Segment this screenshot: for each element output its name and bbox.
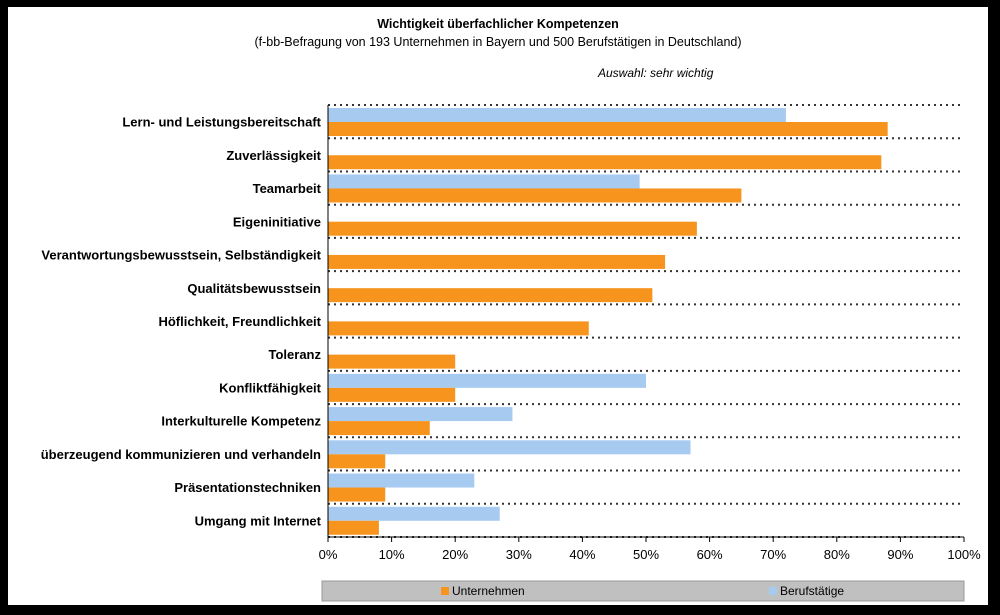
category-label: Qualitätsbewusstsein xyxy=(187,281,321,296)
bar-berufstaetige xyxy=(328,108,786,122)
legend-label-unternehmen: Unternehmen xyxy=(452,584,525,598)
x-tick-label: 100% xyxy=(947,547,981,562)
bar-unternehmen xyxy=(328,487,386,502)
bar-unternehmen xyxy=(328,454,386,469)
x-tick-label: 30% xyxy=(506,547,532,562)
legend-box xyxy=(321,580,965,602)
category-label: Verantwortungsbewusstsein, Selbständigke… xyxy=(41,248,321,263)
bar-berufstaetige xyxy=(328,407,513,422)
category-label: Konfliktfähigkeit xyxy=(219,380,322,395)
chart-frame: Wichtigkeit überfachlicher Kompetenzen (… xyxy=(8,7,988,605)
bar-unternehmen xyxy=(328,254,666,269)
bar-berufstaetige xyxy=(328,473,475,488)
x-tick-label: 80% xyxy=(824,547,850,562)
bar-chart: Lern- und Leistungsbereitschaft Zuverläss… xyxy=(41,104,981,602)
category-label: überzeugend kommunizieren und verhandeln xyxy=(41,447,321,462)
category-label: Eigeninitiative xyxy=(233,214,321,229)
chart-subtitle: (f-bb-Befragung von 193 Unternehmen in B… xyxy=(254,35,742,49)
category-label: Lern- und Leistungsbereitschaft xyxy=(122,115,321,130)
bar-berufstaetige xyxy=(328,174,640,189)
category-label: Toleranz xyxy=(269,347,322,362)
bar-unternehmen xyxy=(328,354,456,369)
x-tick-label: 60% xyxy=(697,547,723,562)
legend-label-berufstaetige: Berufstätige xyxy=(780,584,844,598)
bar-unternehmen xyxy=(328,122,888,136)
bar-berufstaetige xyxy=(328,506,500,521)
bar-berufstaetige xyxy=(328,373,646,388)
category-label: Interkulturelle Kompetenz xyxy=(161,414,321,429)
bar-unternehmen xyxy=(328,421,430,436)
bar-unternehmen xyxy=(328,221,697,236)
bar-unternehmen xyxy=(328,155,882,170)
legend-swatch-unternehmen xyxy=(441,587,449,595)
bar-unternehmen xyxy=(328,188,742,203)
category-label: Zuverlässigkeit xyxy=(226,148,321,163)
bar-unternehmen xyxy=(328,387,456,402)
category-label: Teamarbeit xyxy=(253,181,322,196)
bar-berufstaetige xyxy=(328,440,691,455)
bar-unternehmen xyxy=(328,288,653,303)
legend-swatch-berufstaetige xyxy=(769,587,777,595)
selection-note: Auswahl: sehr wichtig xyxy=(598,66,714,80)
x-tick-label: 0% xyxy=(319,547,338,562)
x-tick-label: 40% xyxy=(569,547,595,562)
chart-title: Wichtigkeit überfachlicher Kompetenzen xyxy=(377,17,619,31)
x-tick-label: 20% xyxy=(442,547,468,562)
x-tick-label: 50% xyxy=(633,547,659,562)
category-label: Umgang mit Internet xyxy=(195,513,322,528)
x-tick-label: 10% xyxy=(379,547,405,562)
bar-unternehmen xyxy=(328,321,589,336)
category-label: Präsentationstechniken xyxy=(174,480,321,495)
x-tick-label: 70% xyxy=(760,547,786,562)
bar-unternehmen xyxy=(328,520,379,535)
category-label: Höflichkeit, Freundlichkeit xyxy=(158,314,321,329)
x-tick-label: 90% xyxy=(887,547,913,562)
